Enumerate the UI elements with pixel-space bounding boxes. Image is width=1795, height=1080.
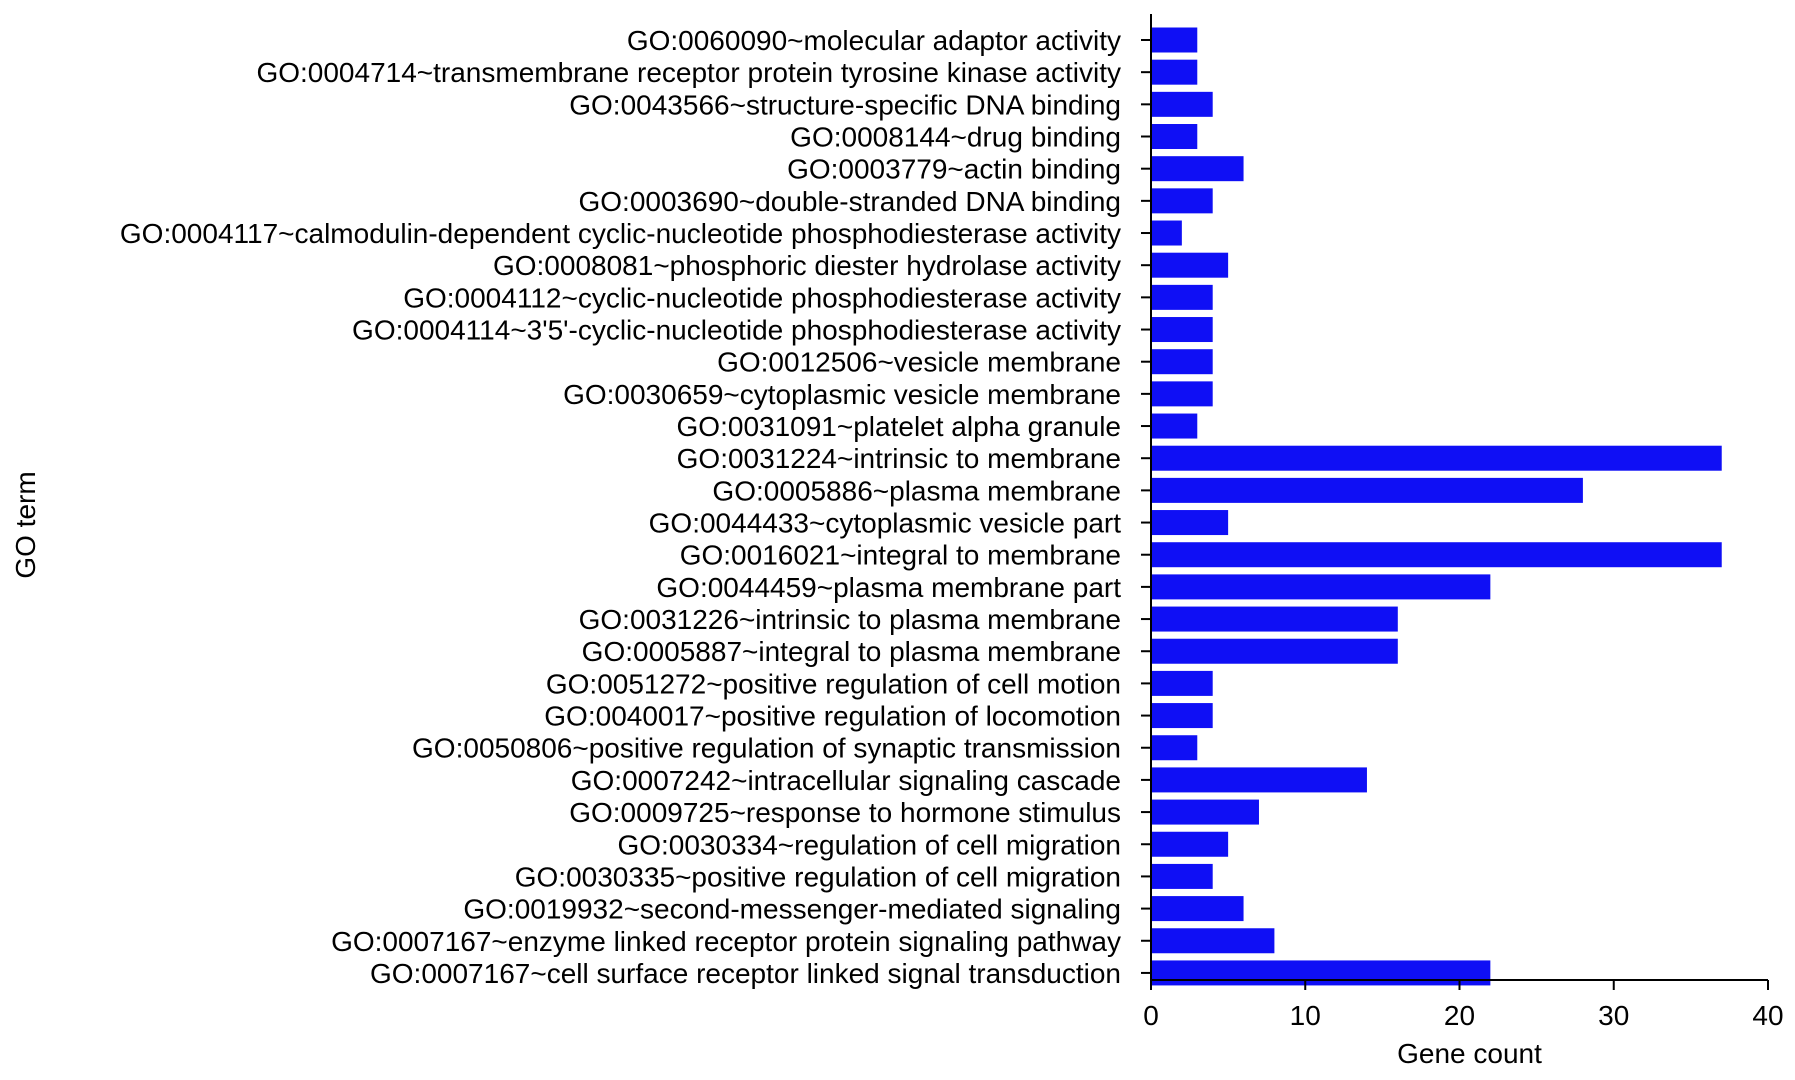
category-label: GO:0008081~phosphoric diester hydrolase … — [493, 250, 1121, 281]
category-label: GO:0007167~enzyme linked receptor protei… — [331, 926, 1121, 957]
category-label: GO:0030335~positive regulation of cell m… — [515, 861, 1121, 892]
category-label: GO:0031091~platelet alpha granule — [677, 411, 1121, 442]
category-label: GO:0008144~drug binding — [790, 122, 1121, 153]
bar — [1152, 703, 1213, 729]
category-label: GO:0043566~structure-specific DNA bindin… — [569, 89, 1121, 120]
category-label: GO:0019932~second-messenger-mediated sig… — [463, 894, 1121, 925]
category-label: GO:0050806~positive regulation of synapt… — [412, 733, 1121, 764]
bar — [1152, 863, 1213, 889]
bar — [1152, 767, 1367, 793]
category-label: GO:0005887~integral to plasma membrane — [582, 636, 1121, 667]
bar — [1152, 156, 1244, 182]
category-label: GO:0009725~response to hormone stimulus — [569, 797, 1121, 828]
category-label: GO:0004114~3'5'-cyclic-nucleotide phosph… — [352, 315, 1121, 346]
bar — [1152, 252, 1229, 278]
x-tick-label: 10 — [1290, 1000, 1321, 1031]
x-tick-label: 30 — [1598, 1000, 1629, 1031]
x-tick-label: 0 — [1143, 1000, 1159, 1031]
category-label: GO:0012506~vesicle membrane — [717, 347, 1121, 378]
bar — [1152, 510, 1229, 536]
x-tick-label: 40 — [1752, 1000, 1783, 1031]
bar — [1152, 124, 1198, 150]
bar — [1152, 574, 1491, 600]
bar — [1152, 638, 1398, 664]
bar — [1152, 27, 1198, 53]
category-label: GO:0004117~calmodulin-dependent cyclic-n… — [120, 218, 1121, 249]
category-label: GO:0004714~transmembrane receptor protei… — [256, 57, 1121, 88]
category-label: GO:0030334~regulation of cell migration — [617, 829, 1121, 860]
y-axis-title: GO term — [10, 471, 41, 578]
bar — [1152, 284, 1213, 310]
category-label: GO:0007167~cell surface receptor linked … — [370, 958, 1121, 989]
bar — [1152, 445, 1722, 471]
bar — [1152, 542, 1722, 568]
category-label: GO:0060090~molecular adaptor activity — [627, 25, 1121, 56]
category-label: GO:0004112~cyclic-nucleotide phosphodies… — [403, 282, 1121, 313]
x-tick-label: 20 — [1444, 1000, 1475, 1031]
bar — [1152, 381, 1213, 407]
category-label: GO:0016021~integral to membrane — [680, 540, 1121, 571]
category-label: GO:0007242~intracellular signaling casca… — [571, 765, 1121, 796]
bar — [1152, 91, 1213, 117]
bar — [1152, 896, 1244, 922]
category-label: GO:0030659~cytoplasmic vesicle membrane — [563, 379, 1121, 410]
category-label: GO:0031226~intrinsic to plasma membrane — [579, 604, 1121, 635]
bar — [1152, 477, 1583, 503]
category-label: GO:0031224~intrinsic to membrane — [677, 443, 1121, 474]
bar — [1152, 960, 1491, 986]
bar — [1152, 831, 1229, 857]
category-label: GO:0044459~plasma membrane part — [656, 572, 1121, 603]
bar — [1152, 220, 1182, 246]
bar — [1152, 413, 1198, 439]
category-label: GO:0044433~cytoplasmic vesicle part — [649, 508, 1122, 539]
category-label: GO:0051272~positive regulation of cell m… — [546, 668, 1121, 699]
bar — [1152, 59, 1198, 85]
x-axis-title: Gene count — [1397, 1038, 1542, 1069]
bar — [1152, 606, 1398, 632]
bar — [1152, 928, 1275, 954]
bar — [1152, 317, 1213, 343]
bar — [1152, 188, 1213, 214]
category-label: GO:0003690~double-stranded DNA binding — [579, 186, 1122, 217]
category-label: GO:0003779~actin binding — [787, 154, 1121, 185]
bar — [1152, 670, 1213, 696]
category-label: GO:0040017~positive regulation of locomo… — [544, 701, 1121, 732]
bar — [1152, 799, 1259, 825]
bar — [1152, 349, 1213, 375]
category-label: GO:0005886~plasma membrane — [712, 475, 1121, 506]
bar — [1152, 735, 1198, 761]
